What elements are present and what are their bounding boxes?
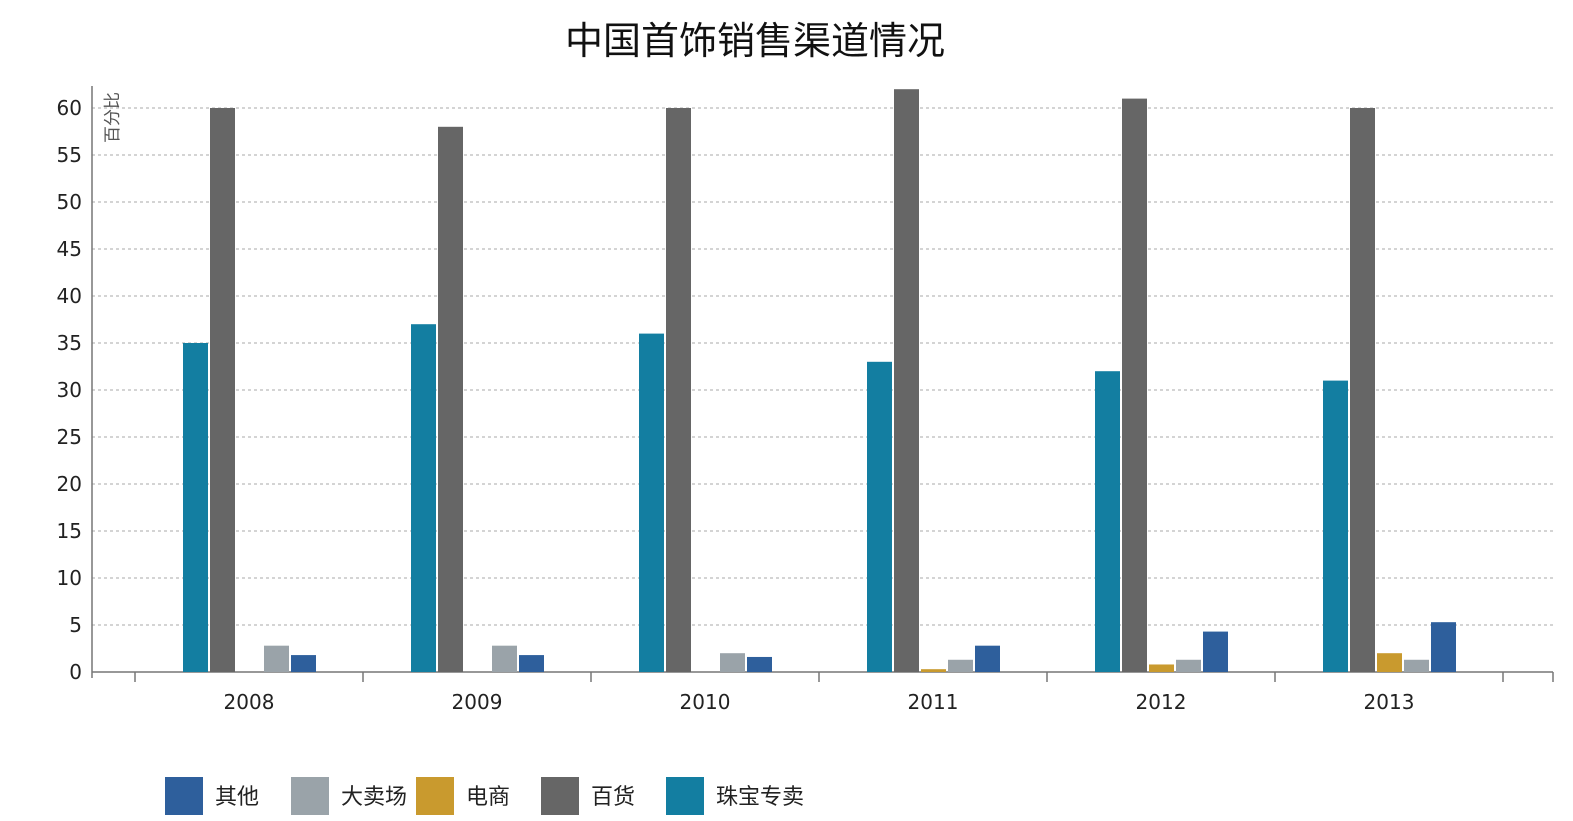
legend-label: 珠宝专卖 — [716, 785, 804, 810]
bar-2013-珠宝专卖 — [1323, 380, 1348, 672]
y-tick-label: 30 — [57, 378, 82, 402]
legend-label: 其他 — [215, 785, 259, 810]
bar-2010-大卖场 — [720, 653, 745, 672]
bar-2013-其他 — [1431, 622, 1456, 672]
x-tick-labels: 2008 2009 2010 2011 2012 2013 — [224, 690, 1415, 714]
bar-2011-珠宝专卖 — [867, 361, 892, 672]
y-tick-label: 0 — [69, 660, 82, 684]
bar-2012-大卖场 — [1176, 659, 1201, 672]
y-tick-label: 40 — [57, 284, 82, 308]
bar-2008-大卖场 — [264, 645, 289, 672]
bar-2013-百货 — [1350, 108, 1375, 672]
bar-2009-其他 — [519, 655, 544, 672]
legend-swatch — [416, 777, 454, 815]
bar-2010-珠宝专卖 — [639, 333, 664, 672]
x-tick-label: 2011 — [908, 690, 959, 714]
y-tick-label: 50 — [57, 190, 82, 214]
legend-swatch — [291, 777, 329, 815]
bar-2011-百货 — [894, 89, 919, 672]
x-tick-label: 2010 — [680, 690, 731, 714]
legend-item: 大卖场 — [291, 777, 407, 815]
y-tick-label: 45 — [57, 237, 82, 261]
x-tick-label: 2012 — [1136, 690, 1187, 714]
legend-label: 大卖场 — [341, 785, 407, 810]
bar-2011-大卖场 — [948, 659, 973, 672]
y-tick-label: 25 — [57, 425, 82, 449]
y-tick-label: 35 — [57, 331, 82, 355]
bar-2009-大卖场 — [492, 645, 517, 672]
x-tick-label: 2013 — [1364, 690, 1415, 714]
bar-2011-电商 — [921, 669, 946, 672]
legend-item: 电商 — [416, 777, 510, 815]
axes — [91, 86, 1554, 682]
y-tick-label: 20 — [57, 472, 82, 496]
bars — [183, 89, 1456, 673]
legend-swatch — [666, 777, 704, 815]
bar-2012-百货 — [1122, 98, 1147, 673]
bar-2009-百货 — [438, 126, 463, 673]
y-tick-label: 60 — [57, 96, 82, 120]
bar-2010-百货 — [666, 108, 691, 672]
bar-2011-其他 — [975, 645, 1000, 672]
chart-title: 中国首饰销售渠道情况 — [564, 19, 945, 63]
y-tick-label: 5 — [69, 613, 82, 637]
y-tick-label: 10 — [57, 566, 82, 590]
y-axis-label: 百分比 — [103, 92, 123, 143]
x-tick-label: 2009 — [452, 690, 503, 714]
bar-2012-电商 — [1149, 664, 1174, 672]
legend-swatch — [541, 777, 579, 815]
bar-2008-其他 — [291, 655, 316, 672]
legend-label: 百货 — [591, 785, 635, 810]
y-tick-label: 15 — [57, 519, 82, 543]
legend-item: 百货 — [541, 777, 635, 815]
legend-item: 其他 — [165, 777, 259, 815]
bar-2008-珠宝专卖 — [183, 343, 208, 672]
bar-2010-其他 — [747, 656, 772, 672]
bar-2012-其他 — [1203, 631, 1228, 672]
x-tick-label: 2008 — [224, 690, 275, 714]
y-tick-label: 55 — [57, 143, 82, 167]
bar-2013-电商 — [1377, 653, 1402, 672]
bar-2012-珠宝专卖 — [1095, 371, 1120, 672]
bar-2008-百货 — [210, 108, 235, 672]
bar-2009-珠宝专卖 — [411, 324, 436, 672]
bar-2013-大卖场 — [1404, 659, 1429, 672]
legend: 其他 大卖场 电商 百货 珠宝专卖 — [165, 777, 804, 815]
legend-swatch — [165, 777, 203, 815]
legend-label: 电商 — [466, 785, 510, 810]
legend-item: 珠宝专卖 — [666, 777, 804, 815]
y-tick-labels: 0 5 10 15 20 25 30 35 40 45 50 55 60 — [57, 96, 82, 684]
